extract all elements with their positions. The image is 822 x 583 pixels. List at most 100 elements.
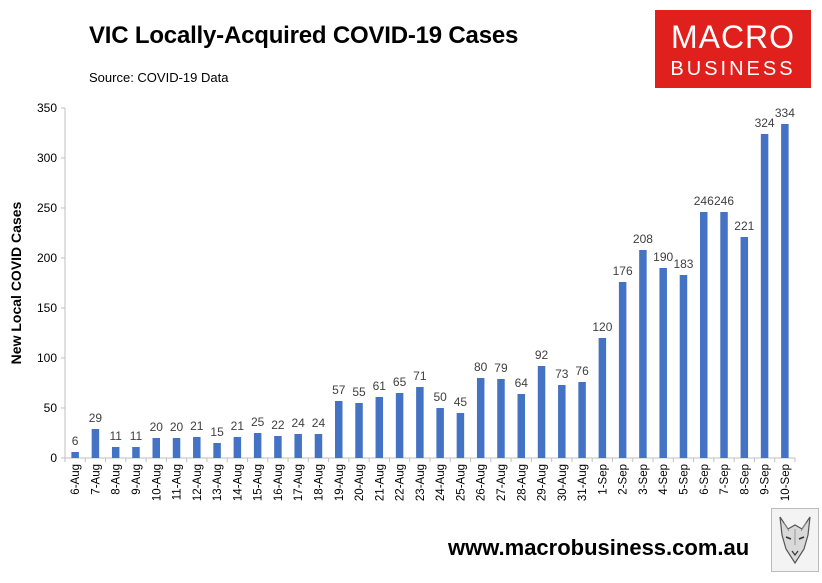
data-label: 246: [694, 194, 714, 208]
data-label: 221: [734, 219, 754, 233]
data-label: 11: [109, 429, 122, 443]
y-tick-label: 350: [37, 101, 57, 115]
bar: [781, 124, 789, 458]
x-tick-label: 11-Aug: [172, 464, 184, 500]
bar: [111, 447, 120, 458]
bar: [618, 282, 627, 458]
data-label: 57: [332, 383, 346, 397]
data-label: 324: [755, 116, 775, 130]
logo-line-2: BUSINESS: [670, 58, 796, 80]
x-tick-label: 14-Aug: [232, 464, 244, 501]
bar: [598, 338, 607, 458]
bar: [71, 452, 79, 458]
bar: [436, 408, 444, 458]
x-tick-label: 6-Aug: [70, 464, 82, 495]
x-tick-label: 31-Aug: [577, 464, 589, 501]
data-label: 24: [292, 416, 306, 430]
x-tick-label: 28-Aug: [516, 464, 528, 501]
x-tick-label: 20-Aug: [354, 464, 366, 501]
data-label: 79: [494, 361, 508, 375]
bar: [152, 438, 160, 458]
x-tick-label: 19-Aug: [334, 464, 346, 501]
y-tick-label: 100: [37, 351, 57, 365]
x-tick-label: 7-Aug: [90, 464, 102, 495]
bar: [639, 250, 647, 458]
bar: [375, 397, 384, 458]
y-tick-label: 0: [50, 451, 57, 465]
bar: [740, 237, 749, 458]
bar: [679, 275, 688, 458]
bar: [355, 403, 363, 458]
wolf-head-icon: [771, 508, 819, 572]
data-label: 25: [251, 415, 265, 429]
data-label: 208: [633, 232, 653, 246]
data-label: 24: [312, 416, 326, 430]
y-tick-label: 150: [37, 301, 57, 315]
website-url: www.macrobusiness.com.au: [448, 535, 750, 560]
data-label: 120: [592, 320, 612, 334]
data-label: 76: [575, 364, 589, 378]
bar: [274, 436, 282, 458]
x-tick-label: 16-Aug: [273, 464, 285, 501]
bar: [578, 382, 586, 458]
data-label: 190: [653, 250, 673, 264]
data-label: 65: [393, 375, 407, 389]
bar: [314, 434, 323, 458]
x-tick-label: 15-Aug: [253, 464, 265, 501]
bar: [416, 387, 424, 458]
source-note: Source: COVID-19 Data: [89, 70, 229, 85]
data-label: 22: [271, 418, 285, 432]
bar: [213, 443, 221, 458]
bar: [720, 212, 728, 458]
data-label: 11: [130, 429, 143, 443]
bar: [659, 268, 667, 458]
x-tick-label: 4-Sep: [658, 464, 670, 495]
x-tick-label: 1-Sep: [597, 464, 609, 495]
x-tick-label: 10-Sep: [780, 464, 792, 501]
bar: [537, 366, 546, 458]
x-tick-label: 6-Sep: [699, 464, 711, 495]
x-tick-label: 12-Aug: [192, 464, 204, 501]
x-tick-label: 8-Aug: [111, 464, 123, 495]
x-tick-label: 9-Sep: [760, 464, 772, 495]
data-label: 92: [535, 348, 549, 362]
data-label: 71: [413, 369, 427, 383]
bar: [558, 385, 566, 458]
data-label: 21: [231, 419, 245, 433]
bar: [517, 394, 525, 458]
data-label: 45: [454, 395, 468, 409]
y-tick-label: 50: [44, 401, 58, 415]
x-tick-label: 3-Sep: [638, 464, 650, 495]
y-tick-label: 250: [37, 201, 57, 215]
x-tick-label: 13-Aug: [212, 464, 224, 501]
data-label: 183: [673, 257, 693, 271]
x-tick-label: 8-Sep: [739, 464, 751, 495]
bar: [294, 434, 302, 458]
x-tick-label: 24-Aug: [435, 464, 447, 501]
data-label: 6: [72, 434, 79, 448]
bar: [172, 438, 181, 458]
x-tick-label: 25-Aug: [455, 464, 467, 501]
x-tick-label: 2-Sep: [618, 464, 630, 495]
x-tick-label: 7-Sep: [719, 464, 731, 495]
data-label: 61: [373, 379, 387, 393]
bar: [476, 378, 485, 458]
chart-title: VIC Locally-Acquired COVID-19 Cases: [89, 22, 519, 49]
data-label: 80: [474, 360, 488, 374]
data-label: 73: [555, 367, 569, 381]
y-tick-label: 200: [37, 251, 57, 265]
data-label: 20: [150, 420, 164, 434]
logo-line-1: MACRO: [670, 19, 796, 55]
x-tick-label: 21-Aug: [374, 464, 386, 501]
bar: [760, 134, 769, 458]
macro-business-logo: MACRO BUSINESS: [655, 10, 811, 88]
data-label: 334: [775, 106, 795, 120]
bar: [193, 437, 201, 458]
bar: [395, 393, 404, 458]
data-label: 21: [190, 419, 204, 433]
data-label: 246: [714, 194, 734, 208]
x-tick-label: 26-Aug: [476, 464, 488, 501]
x-tick-label: 23-Aug: [415, 464, 427, 501]
data-label: 20: [170, 420, 184, 434]
